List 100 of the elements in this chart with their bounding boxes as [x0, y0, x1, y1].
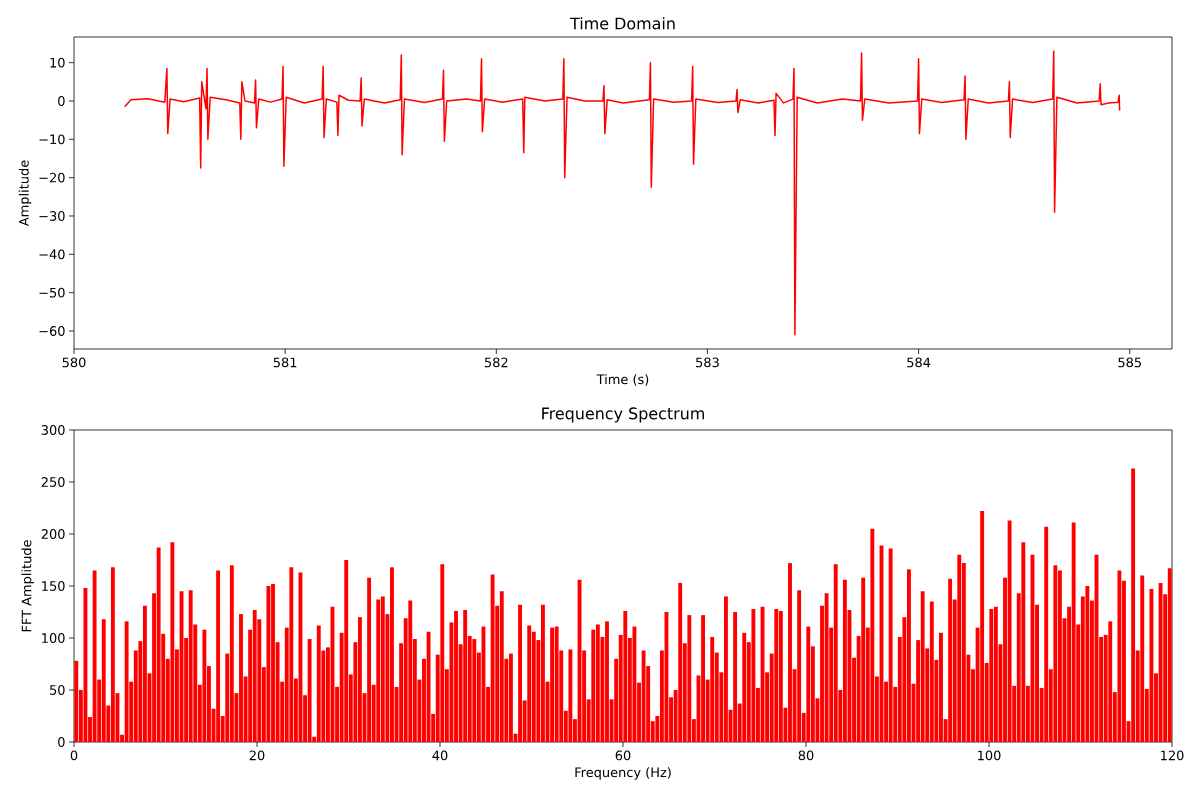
bar — [518, 604, 523, 742]
x-tick-label: 40 — [432, 750, 448, 761]
bar — [687, 615, 692, 742]
bar — [83, 588, 88, 742]
bar — [1158, 582, 1163, 742]
bar — [440, 564, 445, 742]
bar — [142, 605, 147, 742]
bar — [408, 600, 413, 742]
y-tick-label: −20 — [39, 172, 65, 183]
bar — [751, 608, 756, 742]
bar — [733, 612, 738, 742]
bar — [1007, 520, 1012, 742]
x-tick-label: 60 — [615, 750, 631, 761]
bar — [641, 650, 646, 742]
bar — [170, 542, 175, 742]
bar — [623, 610, 628, 742]
bar — [1085, 586, 1090, 742]
bar — [1117, 570, 1122, 742]
y-axis-title: Amplitude — [18, 160, 32, 227]
bar — [216, 570, 221, 742]
chart-title: Time Domain — [569, 17, 675, 30]
bar — [774, 608, 779, 742]
bar — [499, 591, 504, 742]
bar — [289, 567, 294, 742]
bar — [861, 577, 866, 742]
bar — [1053, 565, 1058, 742]
bar — [806, 626, 811, 742]
y-tick-label: −40 — [39, 249, 65, 260]
bar — [568, 649, 573, 742]
y-tick-label: 50 — [50, 685, 65, 695]
y-tick-label: 150 — [42, 581, 65, 591]
bar — [833, 564, 838, 742]
bar — [307, 639, 312, 742]
bar — [595, 624, 600, 742]
bar — [980, 511, 985, 742]
bar — [1044, 526, 1049, 742]
bar — [710, 636, 715, 742]
y-tick-label: 0 — [58, 96, 65, 106]
bar — [920, 591, 925, 742]
bar — [948, 578, 953, 742]
bar — [678, 582, 683, 742]
bar — [367, 577, 372, 742]
bar — [508, 653, 513, 742]
x-tick-label: 582 — [484, 357, 508, 368]
y-tick-label: 200 — [41, 529, 65, 539]
bar — [1131, 468, 1136, 742]
bar — [1071, 522, 1076, 742]
bar — [1108, 621, 1113, 742]
bar — [870, 528, 875, 742]
bar — [426, 631, 431, 742]
bar — [344, 560, 349, 742]
bar — [188, 590, 193, 742]
y-tick-label: 250 — [41, 477, 65, 487]
bar — [929, 601, 934, 742]
bar — [824, 593, 829, 742]
y-tick-label: 300 — [41, 425, 65, 435]
x-tick-label: 80 — [798, 750, 814, 761]
bar — [463, 609, 468, 742]
bar — [888, 548, 893, 742]
x-tick-label: 583 — [696, 357, 719, 368]
bar — [266, 586, 271, 742]
bar — [124, 621, 129, 742]
bar — [993, 606, 998, 742]
bar — [156, 547, 161, 742]
bar — [778, 610, 783, 742]
chart-title: Frequency Spectrum — [542, 407, 704, 423]
y-tick-label: −30 — [39, 211, 65, 221]
bar — [229, 565, 234, 742]
y-tick-label: 100 — [42, 633, 65, 643]
x-axis-title: Time (s) — [596, 374, 649, 386]
x-tick-label: 20 — [249, 750, 265, 761]
bar — [1167, 568, 1172, 742]
x-tick-label: 580 — [62, 357, 86, 368]
bar — [472, 639, 477, 742]
bar — [110, 567, 115, 742]
x-tick-label: 584 — [907, 357, 931, 368]
y-tick-label: 0 — [58, 737, 65, 747]
bar — [380, 596, 385, 742]
bar — [797, 590, 802, 742]
bar — [316, 625, 321, 742]
bar — [742, 632, 747, 742]
y-tick-label: −50 — [39, 287, 65, 298]
bar — [202, 629, 207, 742]
bar — [1140, 575, 1145, 742]
bar — [632, 626, 637, 742]
y-tick-label: −10 — [39, 134, 65, 145]
y-tick-label: −60 — [39, 326, 65, 336]
bar — [1021, 542, 1026, 742]
line-series — [123, 50, 1121, 336]
x-tick-label: 100 — [978, 750, 1001, 761]
bar — [957, 554, 962, 742]
bar — [1149, 589, 1154, 742]
bar — [842, 579, 847, 742]
x-tick-label: 120 — [1161, 750, 1184, 761]
bar — [554, 626, 559, 742]
bar — [989, 608, 994, 742]
bar — [376, 599, 381, 742]
bar — [550, 627, 555, 742]
x-tick-label: 0 — [70, 750, 78, 761]
x-axis-title: Frequency (Hz) — [575, 767, 671, 780]
